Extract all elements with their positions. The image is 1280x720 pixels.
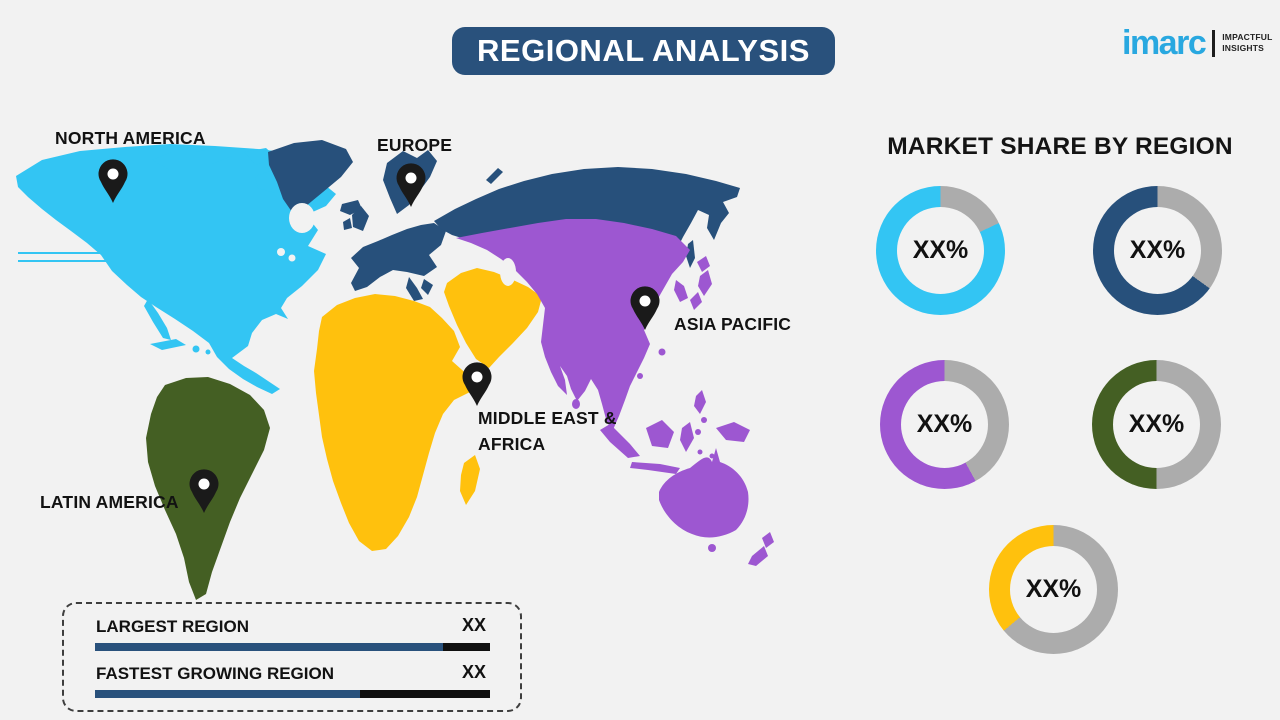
inland-seas bbox=[277, 203, 516, 286]
logo-tagline-line2: INSIGHTS bbox=[1222, 43, 1264, 53]
largest-region-bar-fill bbox=[95, 643, 443, 651]
region-middle-east-africa bbox=[314, 268, 542, 551]
donut-value: XX% bbox=[912, 236, 969, 264]
largest-region-value: XX bbox=[461, 615, 486, 635]
fastest-growing-region-value: XX bbox=[461, 662, 486, 682]
fastest-growing-region-label: FASTEST GROWING REGION bbox=[96, 664, 335, 683]
donut-asia-pacific: XX% bbox=[880, 360, 1009, 489]
donut-value: XX% bbox=[1129, 236, 1186, 264]
label-latin-america: LATIN AMERICA bbox=[40, 492, 179, 512]
page-title: REGIONAL ANALYSIS bbox=[477, 33, 810, 68]
region-stats-box: LARGEST REGION XX FASTEST GROWING REGION… bbox=[62, 602, 522, 712]
label-middle-east-line1: MIDDLE EAST & bbox=[478, 408, 617, 428]
largest-region-label: LARGEST REGION bbox=[96, 617, 250, 636]
imarc-logo: imarc IMPACTFUL INSIGHTS bbox=[1122, 26, 1273, 60]
logo-tagline-line1: IMPACTFUL bbox=[1222, 32, 1273, 43]
title-banner: REGIONAL ANALYSIS bbox=[452, 27, 835, 75]
fastest-growing-region-bar-fill bbox=[95, 690, 360, 698]
region-north-america bbox=[16, 144, 337, 394]
largest-region-bar bbox=[95, 643, 490, 651]
region-asia-pacific bbox=[456, 219, 774, 566]
donut-value: XX% bbox=[1128, 410, 1185, 438]
donut-middle-east-africa: XX% bbox=[989, 525, 1118, 654]
donut-north-america: XX% bbox=[876, 186, 1005, 315]
logo-divider bbox=[1212, 29, 1216, 57]
logo-tagline: IMPACTFUL INSIGHTS bbox=[1222, 32, 1272, 53]
imarc-wordmark: imarc bbox=[1122, 24, 1207, 62]
donut-value: XX% bbox=[1025, 575, 1082, 603]
donut-europe: XX% bbox=[1093, 186, 1222, 315]
pin-middle-east-africa bbox=[462, 362, 492, 406]
label-middle-east-africa: MIDDLE EAST & AFRICA bbox=[478, 405, 617, 457]
label-asia-pacific: ASIA PACIFIC bbox=[674, 314, 792, 334]
label-europe: EUROPE bbox=[377, 135, 453, 155]
donut-value: XX% bbox=[916, 410, 973, 438]
label-middle-east-line2: AFRICA bbox=[478, 434, 546, 454]
label-north-america: NORTH AMERICA bbox=[55, 128, 206, 148]
donut-latin-america: XX% bbox=[1092, 360, 1221, 489]
market-share-title: MARKET SHARE BY REGION bbox=[887, 133, 1233, 160]
fastest-growing-region-bar bbox=[95, 690, 490, 698]
